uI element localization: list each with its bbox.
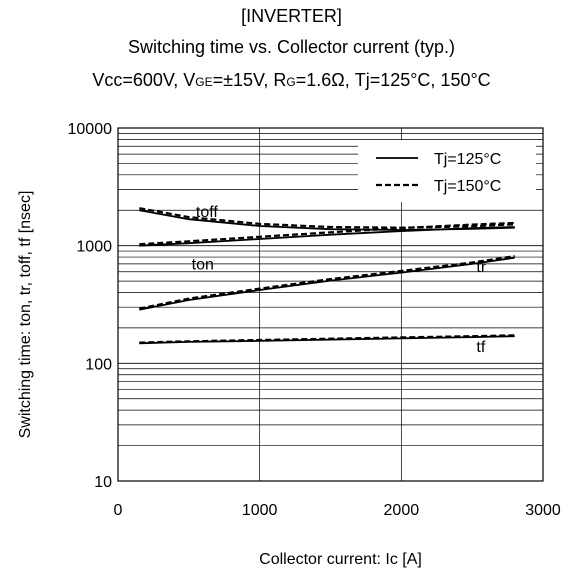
legend-box	[358, 140, 536, 202]
series-line-tf-150	[139, 334, 515, 344]
series-line-tr-150	[139, 255, 515, 310]
x-tick-label: 0	[114, 502, 123, 519]
y-tick-label: 10	[94, 474, 112, 491]
x-axis-label: Collector current: Ic [A]	[259, 551, 422, 568]
curve-label-tf: tf	[476, 339, 485, 356]
curve-label-tr: tr	[476, 259, 486, 276]
series-line-ton-150	[139, 221, 515, 246]
series-line-tr-125	[139, 256, 515, 311]
chart-title-line-3: Vcc=600V, VGE=±15V, RG=1.6Ω, Tj=125°C, 1…	[92, 70, 491, 90]
y-axis-label: Switching time: ton, tr, toff, tf [nsec]	[17, 191, 34, 439]
curve-label-toff: toff	[196, 204, 219, 221]
axes: 0 1000 2000 3000 10 100 1000 10000 Collector cur…	[17, 121, 561, 568]
series-line-toff-150	[139, 207, 515, 229]
legend: Tj=125°C Tj=150°C	[358, 140, 536, 202]
curve-labels: toff ton tr tf	[192, 204, 487, 356]
y-tick-label: 10000	[68, 121, 113, 138]
series-line-ton-125	[139, 226, 515, 247]
chart-title-line-2: Switching time vs. Collector current (ty…	[127, 37, 456, 57]
plot-frame	[117, 127, 544, 482]
chart-title-line-1: [INVERTER]	[241, 6, 342, 26]
x-tick-label: 2000	[384, 502, 420, 519]
curve-label-ton: ton	[192, 256, 214, 273]
y-tick-label: 100	[85, 356, 112, 373]
y-tick-label: 1000	[76, 239, 112, 256]
data-series	[139, 207, 515, 345]
legend-label: Tj=150°C	[434, 178, 501, 195]
x-tick-label: 1000	[242, 502, 278, 519]
legend-label: Tj=125°C	[434, 151, 501, 168]
x-tick-label: 3000	[525, 502, 561, 519]
